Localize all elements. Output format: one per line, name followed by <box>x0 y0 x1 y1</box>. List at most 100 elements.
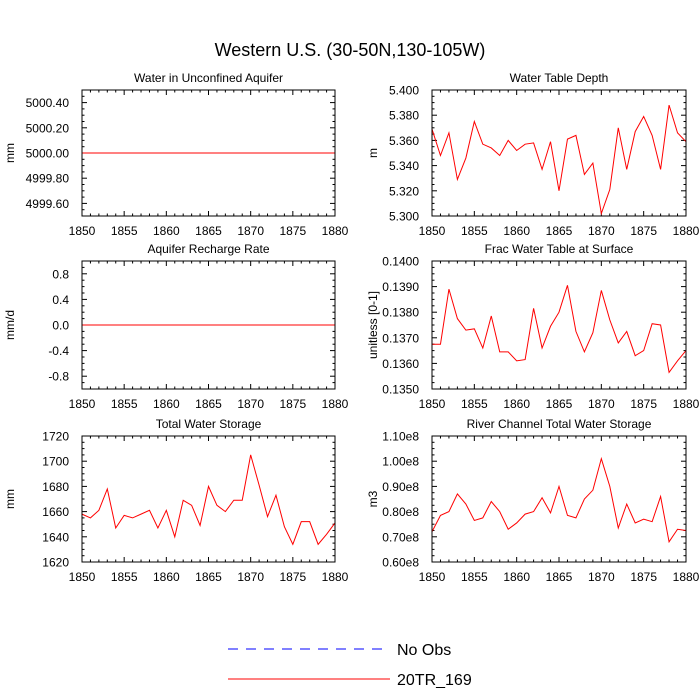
y-tick-label: 0.1350 <box>382 383 419 397</box>
y-tick-label: 0.60e8 <box>382 556 419 570</box>
plot-frame <box>431 435 687 563</box>
panel-title: Aquifer Recharge Rate <box>147 242 269 256</box>
panel-1: Water in Unconfined Aquifer mm 1850 1855 186… <box>3 71 349 238</box>
y-tick-label: 1720 <box>42 430 69 444</box>
legend-label-1: No Obs <box>397 642 451 659</box>
x-tick-label: 1875 <box>279 570 306 584</box>
x-tick-label: 1850 <box>419 397 446 411</box>
y-axis-label: mm <box>3 143 17 163</box>
x-tick-label: 1865 <box>195 570 222 584</box>
legend-label-2: 20TR_169 <box>397 672 472 689</box>
x-tick-label: 1850 <box>69 224 96 238</box>
series-line-20TR_169 <box>431 456 687 544</box>
plot-frame <box>431 260 687 390</box>
y-tick-label: 0.80e8 <box>382 505 419 519</box>
panel-4: Frac Water Table at Surface unitless [0-1… <box>366 242 700 411</box>
y-tick-label: 0.1380 <box>382 306 419 320</box>
x-tick-label: 1865 <box>195 224 222 238</box>
x-tick-label: 1875 <box>630 224 657 238</box>
x-tick-label: 1855 <box>461 224 488 238</box>
y-tick-label: 0.70e8 <box>382 530 419 544</box>
plot-frame <box>81 435 336 563</box>
panel-title: Frac Water Table at Surface <box>485 242 634 256</box>
y-tick-label: 5000.40 <box>26 96 70 110</box>
y-tick-label: 1680 <box>42 480 69 494</box>
y-tick-label: 1660 <box>42 505 69 519</box>
x-tick-label: 1855 <box>461 397 488 411</box>
y-tick-label: 0.0 <box>52 319 69 333</box>
series-line-20TR_169 <box>432 285 687 374</box>
figure-title: Western U.S. (30-50N,130-105W) <box>215 40 486 60</box>
y-tick-label: 4999.80 <box>26 172 70 186</box>
y-tick-label: 5.340 <box>389 159 419 173</box>
panel-5: Total Water Storage mm 1850 1855 1860 1865 187… <box>3 417 349 584</box>
x-tick-label: 1865 <box>546 570 573 584</box>
series-line-20TR_169 <box>81 454 336 546</box>
panel-title: Water Table Depth <box>510 71 609 85</box>
x-tick-label: 1880 <box>673 570 700 584</box>
y-tick-label: 5.380 <box>389 109 419 123</box>
panels: Water in Unconfined Aquifer mm 1850 1855 186… <box>3 71 700 584</box>
x-tick-label: 1880 <box>322 397 349 411</box>
y-tick-label: 1640 <box>42 530 69 544</box>
y-axis-label: unitless [0-1] <box>366 291 380 359</box>
y-tick-label: 4999.60 <box>26 197 70 211</box>
y-tick-label: 0.1370 <box>382 331 419 345</box>
y-tick-label: 0.8 <box>52 267 69 281</box>
x-tick-label: 1875 <box>630 397 657 411</box>
plot-frame <box>81 260 336 390</box>
panel-3: Aquifer Recharge Rate mm/d 1850 1855 1860 186… <box>3 242 349 411</box>
y-tick-label: 0.90e8 <box>382 480 419 494</box>
x-tick-label: 1880 <box>322 224 349 238</box>
x-tick-label: 1865 <box>195 397 222 411</box>
y-tick-label: 5.300 <box>389 210 419 224</box>
x-tick-label: 1860 <box>503 570 530 584</box>
y-axis-label: mm/d <box>3 310 17 340</box>
y-tick-label: 0.1390 <box>382 280 419 294</box>
x-tick-label: 1880 <box>673 397 700 411</box>
x-tick-label: 1875 <box>279 397 306 411</box>
panel-2: Water Table Depth m 1850 1855 1860 1865 1870 18… <box>366 71 700 238</box>
x-tick-label: 1850 <box>419 570 446 584</box>
x-tick-label: 1880 <box>673 224 700 238</box>
y-axis-label: m <box>366 148 380 158</box>
plot-frame <box>81 89 336 217</box>
x-tick-label: 1855 <box>461 570 488 584</box>
x-tick-label: 1880 <box>322 570 349 584</box>
x-tick-label: 1870 <box>237 397 264 411</box>
legend: No Obs 20TR_169 <box>228 642 472 689</box>
x-tick-label: 1860 <box>503 397 530 411</box>
x-tick-label: 1850 <box>419 224 446 238</box>
x-tick-label: 1850 <box>69 397 96 411</box>
y-tick-label: -0.8 <box>48 370 69 384</box>
panel-title: Total Water Storage <box>156 417 262 431</box>
y-tick-label: 5000.20 <box>26 121 70 135</box>
x-tick-label: 1870 <box>588 397 615 411</box>
y-tick-label: -0.4 <box>48 344 69 358</box>
y-tick-label: 0.1400 <box>382 255 419 269</box>
x-tick-label: 1870 <box>588 224 615 238</box>
panel-6: River Channel Total Water Storage m3 1850 1… <box>366 417 700 584</box>
y-axis-label: m3 <box>366 490 380 507</box>
x-tick-label: 1870 <box>237 570 264 584</box>
x-tick-label: 1860 <box>503 224 530 238</box>
y-axis-label: mm <box>3 489 17 509</box>
y-tick-label: 1.00e8 <box>382 455 419 469</box>
plot-frame <box>431 89 687 217</box>
x-tick-label: 1865 <box>546 224 573 238</box>
y-tick-label: 1.10e8 <box>382 430 419 444</box>
x-tick-label: 1875 <box>630 570 657 584</box>
y-tick-label: 5000.00 <box>26 147 70 161</box>
x-tick-label: 1855 <box>111 224 138 238</box>
y-tick-label: 1620 <box>42 556 69 570</box>
y-tick-label: 1700 <box>42 455 69 469</box>
x-tick-label: 1870 <box>588 570 615 584</box>
x-tick-label: 1860 <box>153 570 180 584</box>
y-tick-label: 5.400 <box>389 84 419 98</box>
x-tick-label: 1855 <box>111 570 138 584</box>
x-tick-label: 1875 <box>279 224 306 238</box>
series-line-20TR_169 <box>431 104 687 216</box>
x-tick-label: 1870 <box>237 224 264 238</box>
y-tick-label: 0.1360 <box>382 357 419 371</box>
panel-title: Water in Unconfined Aquifer <box>134 71 283 85</box>
